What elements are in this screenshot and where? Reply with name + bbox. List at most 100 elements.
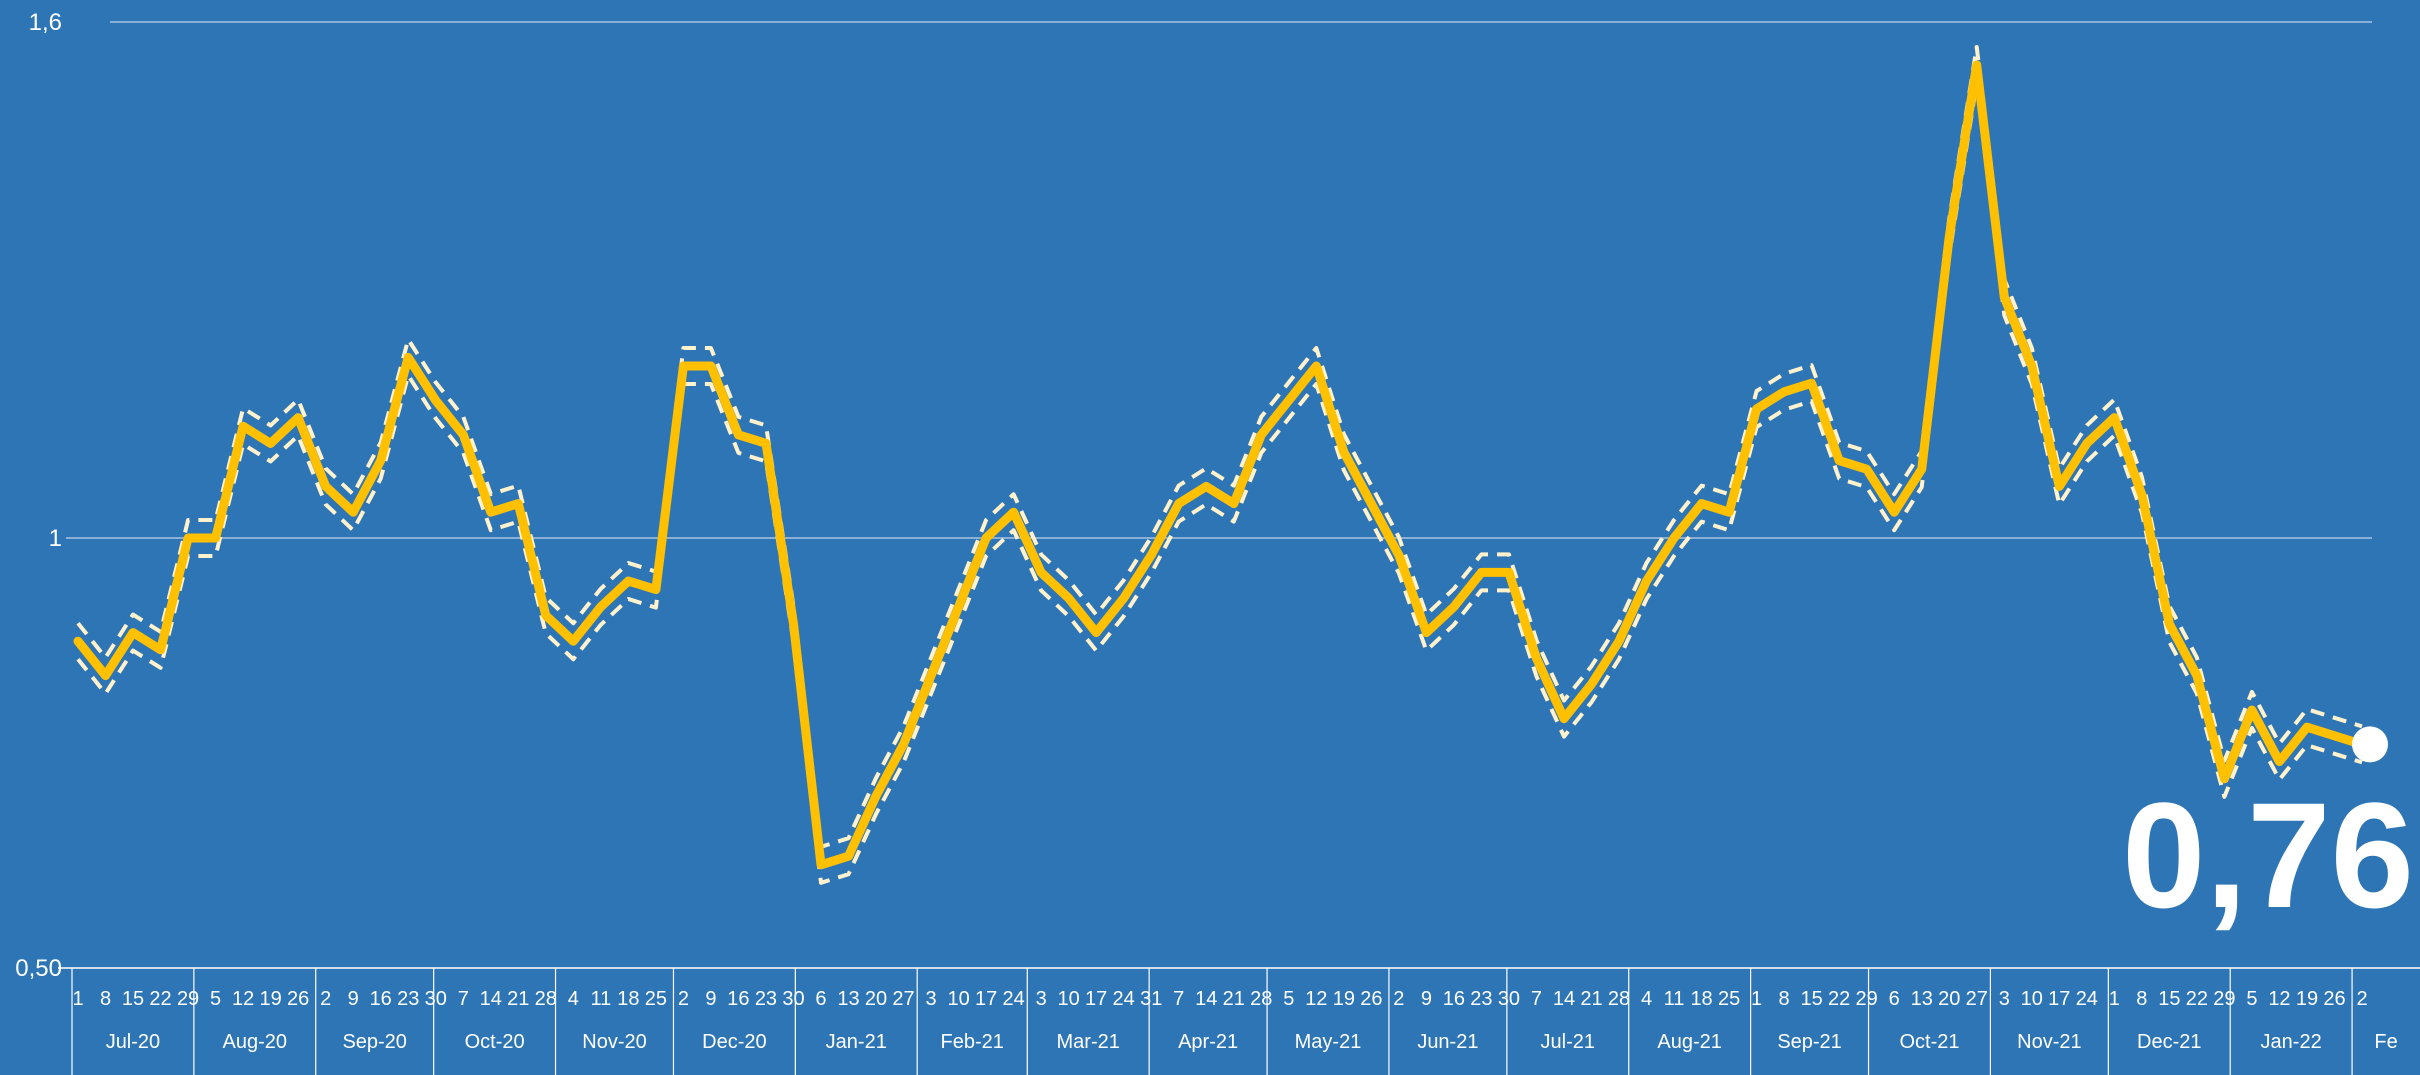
day-tick-label: 24	[1002, 988, 1024, 1010]
day-tick-label: 12	[1305, 988, 1327, 1010]
day-tick-label: 26	[2323, 988, 2345, 1010]
day-tick-label: 3	[925, 988, 936, 1010]
day-tick-label: 8	[100, 988, 111, 1010]
month-label: Nov-21	[2017, 1031, 2081, 1053]
data-point	[378, 458, 383, 463]
data-point	[158, 647, 163, 652]
upper-bound-line	[76, 45, 2363, 849]
day-tick-label: 10	[947, 988, 969, 1010]
day-tick-label: 5	[210, 988, 221, 1010]
series-line-estimate	[73, 60, 2367, 870]
y-tick-label: 0,50	[15, 955, 62, 982]
data-point	[2167, 622, 2172, 626]
data-point	[1589, 682, 1594, 687]
data-point	[406, 355, 411, 360]
data-point	[1176, 501, 1181, 506]
grid-lines	[66, 21, 2372, 539]
data-point	[653, 587, 658, 592]
data-point	[2194, 673, 2199, 678]
data-point	[708, 364, 713, 368]
data-point	[1066, 596, 1071, 601]
month-label: Sep-20	[342, 1031, 407, 1053]
data-point	[1754, 407, 1759, 411]
data-point	[268, 441, 273, 446]
data-point	[956, 604, 961, 609]
month-label: Feb-21	[941, 1031, 1004, 1053]
day-tick-label: 9	[348, 988, 359, 1010]
confidence-band	[76, 45, 2363, 885]
data-point	[2084, 441, 2089, 446]
day-tick-label: 4	[568, 988, 579, 1010]
day-tick-label: 18	[1690, 988, 1712, 1010]
data-point	[1204, 484, 1209, 489]
day-tick-label: 23	[397, 988, 419, 1010]
month-label: Aug-21	[1657, 1031, 1722, 1053]
data-point	[103, 673, 108, 678]
data-point	[1011, 510, 1016, 515]
data-point	[1424, 630, 1429, 635]
day-tick-label: 6	[1889, 988, 1900, 1010]
month-label: Apr-21	[1178, 1031, 1238, 1053]
data-point	[571, 639, 576, 644]
day-tick-label: 31	[1140, 988, 1162, 1010]
data-point	[1451, 604, 1456, 609]
data-point	[1231, 501, 1236, 506]
data-point	[461, 432, 466, 437]
latest-point	[2352, 726, 2388, 763]
data-point	[791, 622, 796, 626]
data-point	[1396, 553, 1401, 558]
data-point	[1947, 235, 1952, 239]
day-tick-label: 28	[535, 988, 557, 1010]
day-tick-label: 30	[425, 988, 447, 1010]
y-axis-labels: 0,50 1 1,6	[15, 9, 62, 982]
data-point	[296, 415, 301, 420]
month-label: Fe	[2374, 1031, 2397, 1053]
data-point	[929, 673, 934, 678]
day-tick-label: 3	[1036, 988, 1047, 1010]
data-point	[76, 639, 80, 644]
day-tick-label: 15	[1801, 988, 1823, 1010]
data-point	[433, 398, 438, 403]
day-tick-label: 16	[1443, 988, 1465, 1010]
data-point	[1892, 510, 1897, 515]
data-point	[1039, 570, 1044, 575]
day-tick-label: 29	[1856, 988, 1878, 1010]
month-label: Jan-21	[826, 1031, 887, 1053]
day-tick-label: 28	[1608, 988, 1630, 1010]
day-tick-label: 28	[1250, 988, 1272, 1010]
day-tick-label: 9	[705, 988, 716, 1010]
day-tick-label: 23	[755, 988, 777, 1010]
day-tick-label: 24	[2076, 988, 2098, 1010]
data-point	[818, 862, 823, 867]
month-label: Jan-22	[2261, 1031, 2322, 1053]
data-point	[2304, 725, 2309, 730]
day-tick-label: 10	[1058, 988, 1080, 1010]
day-tick-label: 6	[815, 988, 826, 1010]
day-tick-label: 7	[1531, 988, 1542, 1010]
day-tick-label: 27	[892, 988, 914, 1010]
day-tick-label: 21	[1580, 988, 1602, 1010]
day-tick-label: 2	[2356, 988, 2367, 1010]
data-point	[1341, 450, 1346, 454]
day-tick-label: 7	[458, 988, 469, 1010]
current-value-label: 0,76	[2122, 771, 2414, 939]
day-tick-label: 21	[1223, 988, 1245, 1010]
data-point	[1699, 501, 1704, 506]
day-tick-label: 12	[2268, 988, 2290, 1010]
data-point	[1864, 467, 1869, 472]
data-point	[1286, 398, 1291, 403]
day-tick-label: 26	[287, 988, 309, 1010]
data-point	[2002, 295, 2007, 300]
day-tick-label: 2	[320, 988, 331, 1010]
day-tick-label: 21	[507, 988, 529, 1010]
day-tick-label: 16	[370, 988, 392, 1010]
data-point	[1149, 553, 1154, 558]
data-point	[1644, 579, 1649, 583]
data-point	[598, 604, 603, 609]
day-tick-label: 25	[1718, 988, 1740, 1010]
day-tick-label: 4	[1641, 988, 1652, 1010]
day-tick-label: 22	[2186, 988, 2208, 1010]
day-tick-label: 13	[1911, 988, 1933, 1010]
data-point	[846, 854, 851, 859]
